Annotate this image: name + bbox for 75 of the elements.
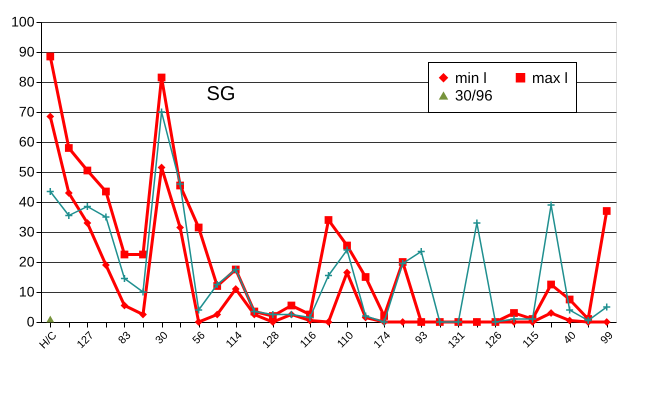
y-tick-label: 20 (18, 254, 35, 270)
point (46, 316, 54, 322)
y-tick-label: 90 (18, 44, 35, 60)
x-tick-label: 99 (598, 330, 616, 347)
x-tick-label: 40 (561, 330, 579, 347)
x-tick-label: 131 (446, 330, 468, 351)
point (102, 188, 110, 196)
point (547, 309, 555, 317)
point (120, 250, 128, 258)
x-tick-label: 116 (298, 330, 319, 350)
y-tick-label: 30 (18, 224, 35, 240)
point (306, 313, 314, 322)
x-tick-label: 115 (520, 330, 542, 350)
x-tick-label: 174 (372, 330, 394, 351)
x-tick-label: 128 (260, 330, 282, 351)
point (83, 202, 92, 211)
x-tick-label: 56 (190, 330, 208, 347)
point (324, 216, 332, 224)
point (343, 242, 351, 250)
point (565, 306, 574, 314)
point (120, 274, 129, 283)
point (417, 318, 426, 326)
y-tick-label: 80 (18, 74, 35, 90)
point (416, 247, 426, 256)
legend-label: max l (532, 70, 568, 87)
point (176, 224, 184, 232)
x-tick-label: 126 (482, 330, 504, 351)
point (232, 285, 240, 293)
point (102, 212, 110, 222)
point (139, 310, 147, 318)
point (473, 318, 481, 326)
point (324, 318, 332, 326)
x-tick-label: 83 (116, 330, 134, 347)
point (566, 316, 574, 324)
point (194, 318, 203, 326)
y-tick-label: 0 (26, 314, 35, 330)
x-tick-label: 114 (224, 330, 245, 350)
point (324, 271, 333, 280)
point (102, 261, 110, 269)
point (120, 302, 128, 310)
point (547, 280, 555, 288)
point (46, 52, 54, 60)
x-tick-label: 110 (335, 330, 356, 350)
point (510, 314, 518, 324)
point (342, 246, 352, 254)
legend-label: 30/96 (455, 88, 493, 104)
point (288, 302, 296, 310)
y-tick-label: 60 (18, 134, 35, 150)
y-tick-label: 100 (11, 14, 35, 30)
x-tick-label: H/C (37, 329, 60, 352)
point (602, 207, 611, 215)
point (46, 187, 55, 196)
point (64, 211, 74, 220)
point (158, 74, 166, 82)
y-tick-label: 10 (18, 284, 35, 300)
point (84, 219, 92, 227)
point (84, 166, 92, 174)
y-tick-label: 40 (18, 194, 35, 210)
point (510, 309, 518, 317)
point (46, 112, 54, 120)
point (362, 273, 370, 281)
x-tick-label: 30 (153, 330, 171, 347)
point (194, 306, 203, 314)
text: SG (206, 83, 236, 105)
point (64, 189, 73, 197)
y-tick-label: 50 (18, 164, 35, 180)
point (64, 144, 73, 152)
x-tick-label: 127 (74, 330, 96, 351)
legend-label: min l (455, 70, 487, 87)
point (194, 224, 203, 232)
x-tick-label: 93 (413, 330, 430, 347)
point (138, 288, 148, 296)
y-tick-label: 70 (18, 104, 35, 120)
point (602, 302, 612, 312)
point (213, 310, 222, 318)
